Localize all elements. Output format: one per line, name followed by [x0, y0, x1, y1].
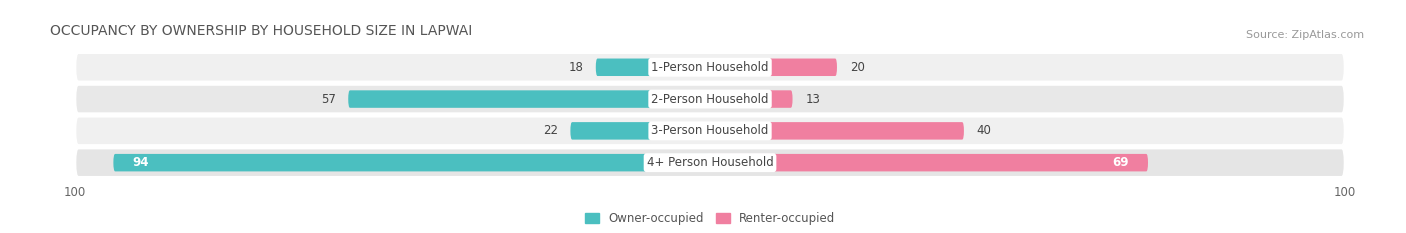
FancyBboxPatch shape [76, 85, 1344, 113]
FancyBboxPatch shape [710, 154, 1149, 171]
FancyBboxPatch shape [349, 90, 710, 108]
Text: 20: 20 [849, 61, 865, 74]
Text: Source: ZipAtlas.com: Source: ZipAtlas.com [1246, 30, 1364, 40]
Text: 3-Person Household: 3-Person Household [651, 124, 769, 137]
Text: 1-Person Household: 1-Person Household [651, 61, 769, 74]
FancyBboxPatch shape [76, 148, 1344, 177]
FancyBboxPatch shape [710, 122, 965, 140]
Text: 2-Person Household: 2-Person Household [651, 93, 769, 106]
Legend: Owner-occupied, Renter-occupied: Owner-occupied, Renter-occupied [585, 212, 835, 225]
Text: 94: 94 [132, 156, 149, 169]
Text: 40: 40 [977, 124, 991, 137]
Text: 57: 57 [321, 93, 336, 106]
Text: 69: 69 [1112, 156, 1129, 169]
FancyBboxPatch shape [76, 53, 1344, 82]
FancyBboxPatch shape [76, 116, 1344, 145]
FancyBboxPatch shape [571, 122, 710, 140]
Text: 22: 22 [543, 124, 558, 137]
Text: OCCUPANCY BY OWNERSHIP BY HOUSEHOLD SIZE IN LAPWAI: OCCUPANCY BY OWNERSHIP BY HOUSEHOLD SIZE… [49, 24, 472, 38]
FancyBboxPatch shape [114, 154, 710, 171]
Text: 18: 18 [568, 61, 583, 74]
FancyBboxPatch shape [596, 58, 710, 76]
FancyBboxPatch shape [710, 58, 837, 76]
Text: 13: 13 [806, 93, 820, 106]
FancyBboxPatch shape [710, 90, 793, 108]
Text: 4+ Person Household: 4+ Person Household [647, 156, 773, 169]
